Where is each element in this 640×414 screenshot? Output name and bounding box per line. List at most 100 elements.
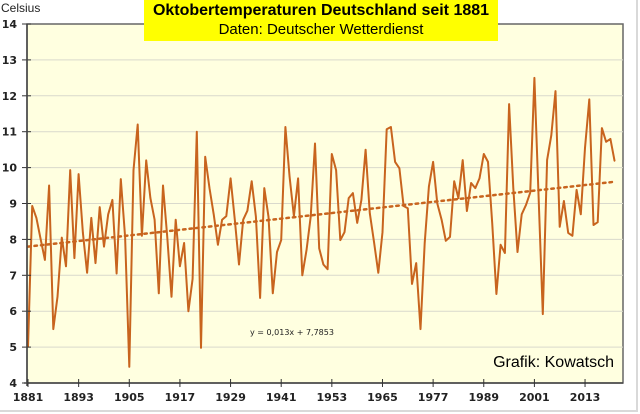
data-point <box>466 210 468 212</box>
data-point <box>162 184 164 187</box>
data-point <box>132 169 135 171</box>
data-point <box>90 217 92 219</box>
data-point <box>483 153 485 155</box>
data-point <box>280 239 282 241</box>
data-point <box>208 187 211 189</box>
data-point <box>424 242 426 244</box>
data-point <box>48 184 50 187</box>
data-point <box>377 272 379 274</box>
data-point <box>137 123 139 126</box>
y-tick-label: 5 <box>9 341 17 354</box>
data-point <box>200 347 202 349</box>
data-point <box>94 262 97 264</box>
x-tick-label: 1893 <box>63 391 94 404</box>
data-point <box>335 169 337 171</box>
data-point <box>449 236 451 238</box>
data-point <box>35 217 38 219</box>
data-point <box>415 262 417 264</box>
x-tick-label: 1941 <box>266 391 297 404</box>
data-point <box>179 265 181 267</box>
data-point <box>56 296 59 298</box>
y-tick-labels: 4 5 6 7 8 9 10 11 12 13 14 <box>2 18 18 390</box>
data-point <box>78 173 80 175</box>
data-point <box>246 210 249 212</box>
data-point <box>327 268 329 270</box>
data-point <box>183 242 185 244</box>
data-point <box>103 245 105 248</box>
x-tick-label: 1989 <box>468 391 499 404</box>
x-tick-label: 1977 <box>418 391 449 404</box>
data-point <box>521 213 523 215</box>
y-tick-label: 6 <box>9 305 17 318</box>
data-point <box>546 159 548 161</box>
y-tick-label: 12 <box>2 90 17 103</box>
y-tick-label: 10 <box>2 162 18 175</box>
credit-label: Grafik: Kowatsch <box>493 354 614 371</box>
data-point <box>428 186 430 188</box>
data-point <box>390 126 392 128</box>
data-point <box>322 263 324 266</box>
data-point <box>491 222 493 224</box>
data-point <box>453 180 455 182</box>
axes-group <box>22 23 623 387</box>
chart-title: Oktobertemperaturen Deutschland seit 188… <box>152 2 490 19</box>
y-axis-label: Celsius <box>1 1 41 15</box>
data-point <box>276 251 278 253</box>
data-point <box>141 235 143 237</box>
data-point <box>52 328 54 330</box>
data-point <box>120 178 122 180</box>
data-point <box>538 196 540 198</box>
gridlines <box>27 59 623 348</box>
data-point <box>255 216 257 218</box>
data-point <box>512 187 514 189</box>
data-point <box>495 293 498 295</box>
data-point <box>267 216 270 218</box>
x-tick-label: 1953 <box>317 391 348 404</box>
data-point <box>411 283 413 285</box>
data-point <box>238 263 240 266</box>
data-point <box>352 192 354 194</box>
data-point <box>175 219 177 221</box>
data-point <box>284 126 287 128</box>
data-point <box>563 200 565 202</box>
data-point <box>213 213 215 215</box>
data-point <box>559 226 561 228</box>
data-point <box>82 232 84 234</box>
data-point <box>318 247 320 249</box>
data-point <box>373 241 375 243</box>
data-point <box>348 197 350 199</box>
data-point <box>588 98 590 100</box>
data-point <box>289 176 291 178</box>
data-point <box>204 156 206 158</box>
data-point <box>580 213 582 215</box>
data-point <box>609 138 611 140</box>
data-point <box>613 160 616 162</box>
data-point <box>386 128 388 130</box>
y-tick-label: 7 <box>9 269 17 282</box>
x-tick-label: 1929 <box>215 391 246 404</box>
x-tick-label: 2001 <box>519 391 550 404</box>
series-line <box>27 76 616 368</box>
data-point <box>170 296 173 298</box>
x-tick-label: 1905 <box>114 391 145 404</box>
data-point <box>305 249 308 251</box>
data-point <box>508 103 510 105</box>
data-point <box>40 238 42 240</box>
data-point <box>145 159 147 162</box>
data-point <box>419 328 422 330</box>
data-point <box>116 272 118 275</box>
data-point <box>440 219 443 221</box>
y-tick-label: 11 <box>2 126 17 139</box>
data-point <box>462 159 464 161</box>
data-point <box>339 239 341 241</box>
data-point <box>251 180 253 182</box>
x-tick-label: 1965 <box>367 391 398 404</box>
y-tick-label: 4 <box>9 377 17 390</box>
data-point <box>259 297 261 299</box>
data-point <box>407 207 409 209</box>
data-point <box>154 219 156 221</box>
x-tick-label: 2013 <box>570 391 601 404</box>
data-point <box>86 272 88 274</box>
